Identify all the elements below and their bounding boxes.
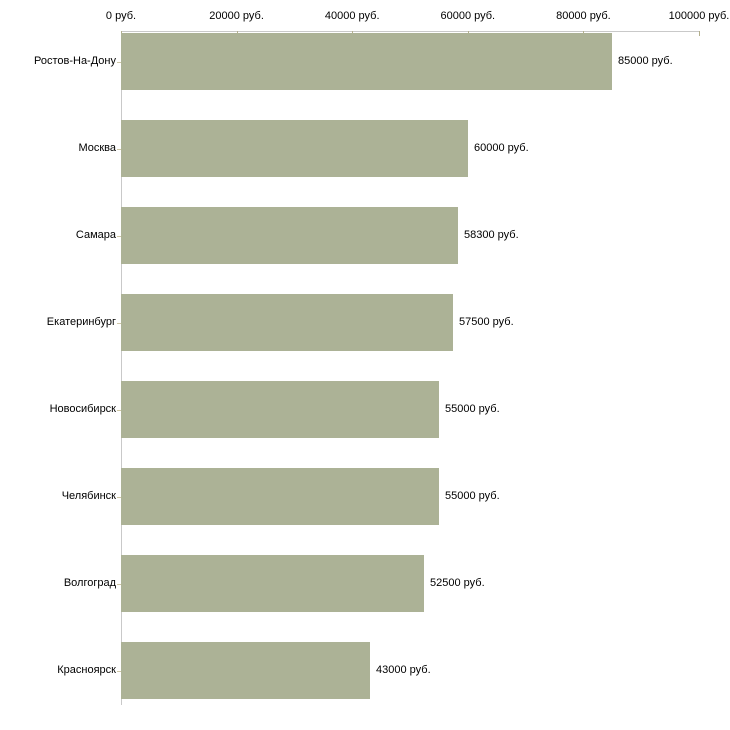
x-tick-label: 60000 руб. xyxy=(440,10,496,22)
x-axis-line xyxy=(121,31,699,32)
y-axis-line xyxy=(121,31,122,705)
category-label: Самара xyxy=(75,229,116,241)
bar xyxy=(121,642,370,699)
bar xyxy=(121,468,439,525)
category-label: Волгоград xyxy=(63,577,116,589)
x-tick-label: 100000 руб. xyxy=(668,10,730,22)
bar xyxy=(121,294,454,351)
category-label: Ростов-На-Дону xyxy=(33,55,116,67)
category-label: Новосибирск xyxy=(49,403,116,415)
category-tick-mark xyxy=(117,236,121,237)
x-tick-label: 40000 руб. xyxy=(324,10,380,22)
category-label: Москва xyxy=(78,142,116,154)
bar xyxy=(121,33,613,90)
value-label: 60000 руб. xyxy=(474,142,529,154)
category-tick-mark xyxy=(117,62,121,63)
x-tick-label: 20000 руб. xyxy=(209,10,264,22)
category-label: Екатеринбург xyxy=(46,316,116,328)
value-label: 55000 руб. xyxy=(445,490,500,502)
bar xyxy=(121,555,425,612)
value-label: 58300 руб. xyxy=(464,229,519,241)
x-tick-label: 80000 руб. xyxy=(556,10,611,22)
bar xyxy=(121,120,468,177)
value-label: 57500 руб. xyxy=(459,316,514,328)
category-tick-mark xyxy=(117,584,121,585)
category-tick-mark xyxy=(117,410,121,411)
value-label: 85000 руб. xyxy=(618,55,673,67)
x-tick-mark xyxy=(699,31,700,36)
category-tick-mark xyxy=(117,497,121,498)
value-label: 52500 руб. xyxy=(430,577,485,589)
bar xyxy=(121,381,439,438)
category-tick-mark xyxy=(117,149,121,150)
category-tick-mark xyxy=(117,671,121,672)
bar xyxy=(121,207,458,264)
value-label: 55000 руб. xyxy=(445,403,500,415)
value-label: 43000 руб. xyxy=(376,664,431,676)
category-label: Челябинск xyxy=(61,490,116,502)
category-label: Красноярск xyxy=(57,664,116,676)
category-tick-mark xyxy=(117,323,121,324)
x-tick-label: 0 руб. xyxy=(105,10,137,22)
